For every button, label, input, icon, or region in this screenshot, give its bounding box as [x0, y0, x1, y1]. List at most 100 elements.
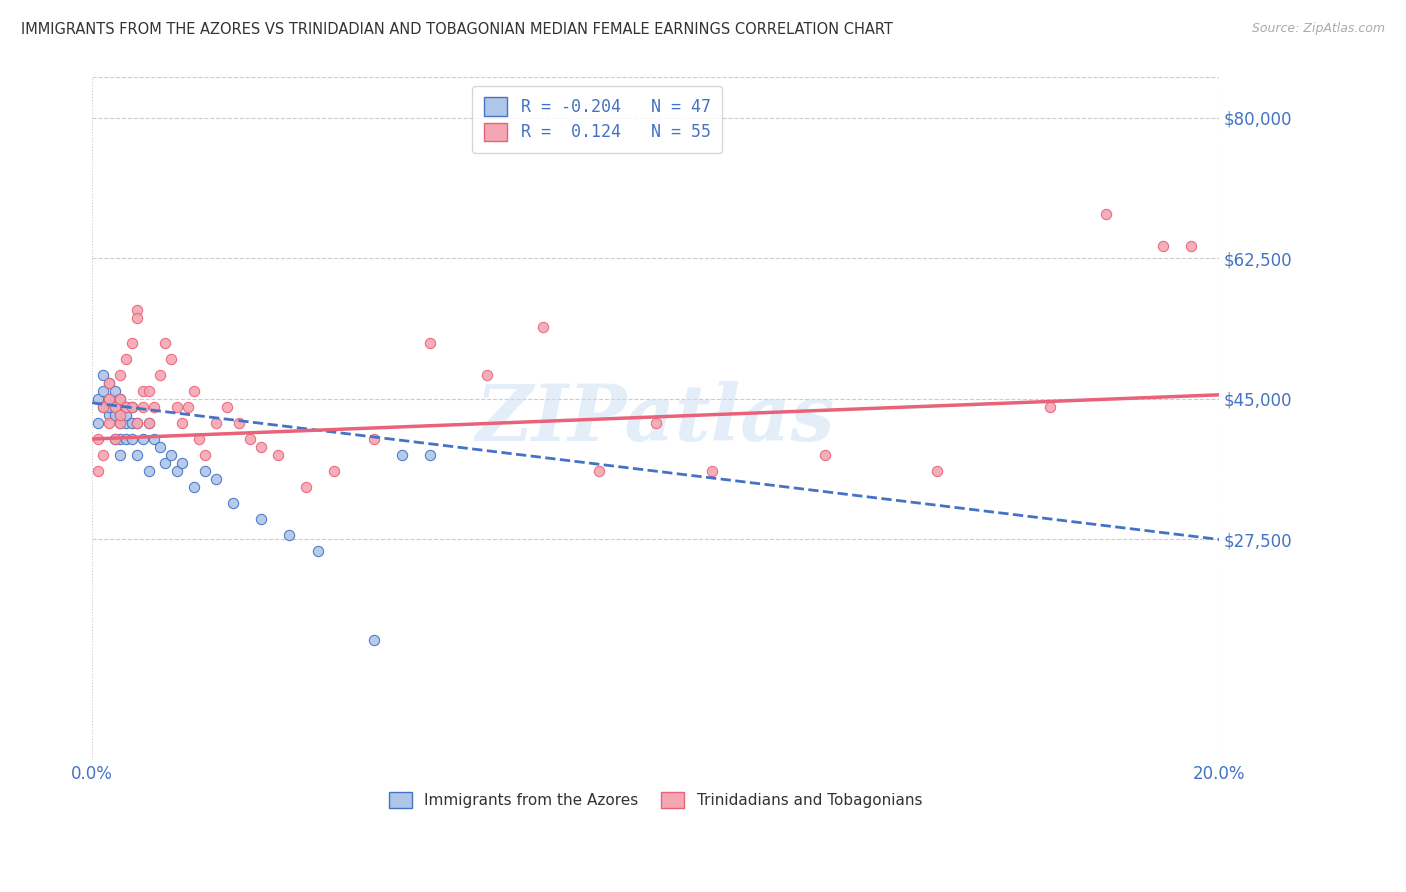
Point	[205, 416, 228, 430]
Point	[87, 464, 110, 478]
Point	[172, 456, 194, 470]
Point	[183, 480, 205, 494]
Text: IMMIGRANTS FROM THE AZORES VS TRINIDADIAN AND TOBAGONIAN MEDIAN FEMALE EARNINGS : IMMIGRANTS FROM THE AZORES VS TRINIDADIA…	[21, 22, 893, 37]
Point	[98, 376, 121, 390]
Point	[588, 464, 610, 478]
Point	[419, 448, 441, 462]
Point	[127, 416, 149, 430]
Text: Source: ZipAtlas.com: Source: ZipAtlas.com	[1251, 22, 1385, 36]
Point	[1039, 400, 1062, 414]
Point	[115, 432, 138, 446]
Point	[228, 416, 250, 430]
Point	[121, 400, 143, 414]
Point	[239, 432, 262, 446]
Point	[814, 448, 837, 462]
Point	[323, 464, 346, 478]
Point	[98, 392, 121, 406]
Point	[98, 408, 121, 422]
Point	[110, 368, 132, 382]
Point	[307, 544, 329, 558]
Point	[143, 432, 166, 446]
Point	[172, 416, 194, 430]
Point	[138, 464, 160, 478]
Point	[127, 311, 149, 326]
Point	[104, 384, 127, 398]
Point	[149, 368, 172, 382]
Point	[205, 472, 228, 486]
Point	[138, 416, 160, 430]
Point	[419, 335, 441, 350]
Point	[121, 432, 143, 446]
Point	[927, 464, 949, 478]
Point	[104, 432, 127, 446]
Point	[250, 512, 273, 526]
Point	[222, 496, 245, 510]
Point	[138, 416, 160, 430]
Point	[149, 440, 172, 454]
Point	[104, 408, 127, 422]
Point	[110, 448, 132, 462]
Point	[132, 432, 155, 446]
Point	[110, 432, 132, 446]
Point	[177, 400, 200, 414]
Point	[104, 400, 127, 414]
Point	[115, 351, 138, 366]
Point	[87, 392, 110, 406]
Point	[160, 351, 183, 366]
Point	[531, 319, 554, 334]
Point	[98, 416, 121, 430]
Point	[110, 408, 132, 422]
Point	[115, 408, 138, 422]
Point	[188, 432, 211, 446]
Point	[194, 448, 217, 462]
Point	[93, 400, 115, 414]
Point	[98, 400, 121, 414]
Point	[104, 400, 127, 414]
Point	[110, 416, 132, 430]
Point	[644, 416, 666, 430]
Point	[127, 448, 149, 462]
Point	[363, 432, 385, 446]
Legend: Immigrants from the Azores, Trinidadians and Tobagonians: Immigrants from the Azores, Trinidadians…	[382, 786, 928, 814]
Point	[475, 368, 498, 382]
Point	[93, 368, 115, 382]
Point	[87, 416, 110, 430]
Point	[104, 392, 127, 406]
Point	[363, 632, 385, 647]
Point	[110, 416, 132, 430]
Point	[166, 400, 188, 414]
Point	[98, 392, 121, 406]
Point	[194, 464, 217, 478]
Point	[110, 392, 132, 406]
Point	[155, 335, 177, 350]
Point	[267, 448, 290, 462]
Point	[121, 400, 143, 414]
Text: ZIPatlas: ZIPatlas	[477, 381, 835, 458]
Point	[250, 440, 273, 454]
Point	[278, 528, 301, 542]
Point	[132, 384, 155, 398]
Point	[143, 400, 166, 414]
Point	[700, 464, 723, 478]
Point	[127, 303, 149, 318]
Point	[1152, 239, 1174, 253]
Point	[155, 456, 177, 470]
Point	[110, 392, 132, 406]
Point	[127, 416, 149, 430]
Point	[110, 408, 132, 422]
Point	[93, 448, 115, 462]
Point	[160, 448, 183, 462]
Point	[183, 384, 205, 398]
Point	[217, 400, 239, 414]
Point	[391, 448, 413, 462]
Point	[93, 384, 115, 398]
Point	[115, 400, 138, 414]
Point	[132, 400, 155, 414]
Point	[93, 400, 115, 414]
Point	[138, 384, 160, 398]
Point	[121, 335, 143, 350]
Point	[1095, 207, 1118, 221]
Point	[98, 376, 121, 390]
Point	[115, 400, 138, 414]
Point	[104, 432, 127, 446]
